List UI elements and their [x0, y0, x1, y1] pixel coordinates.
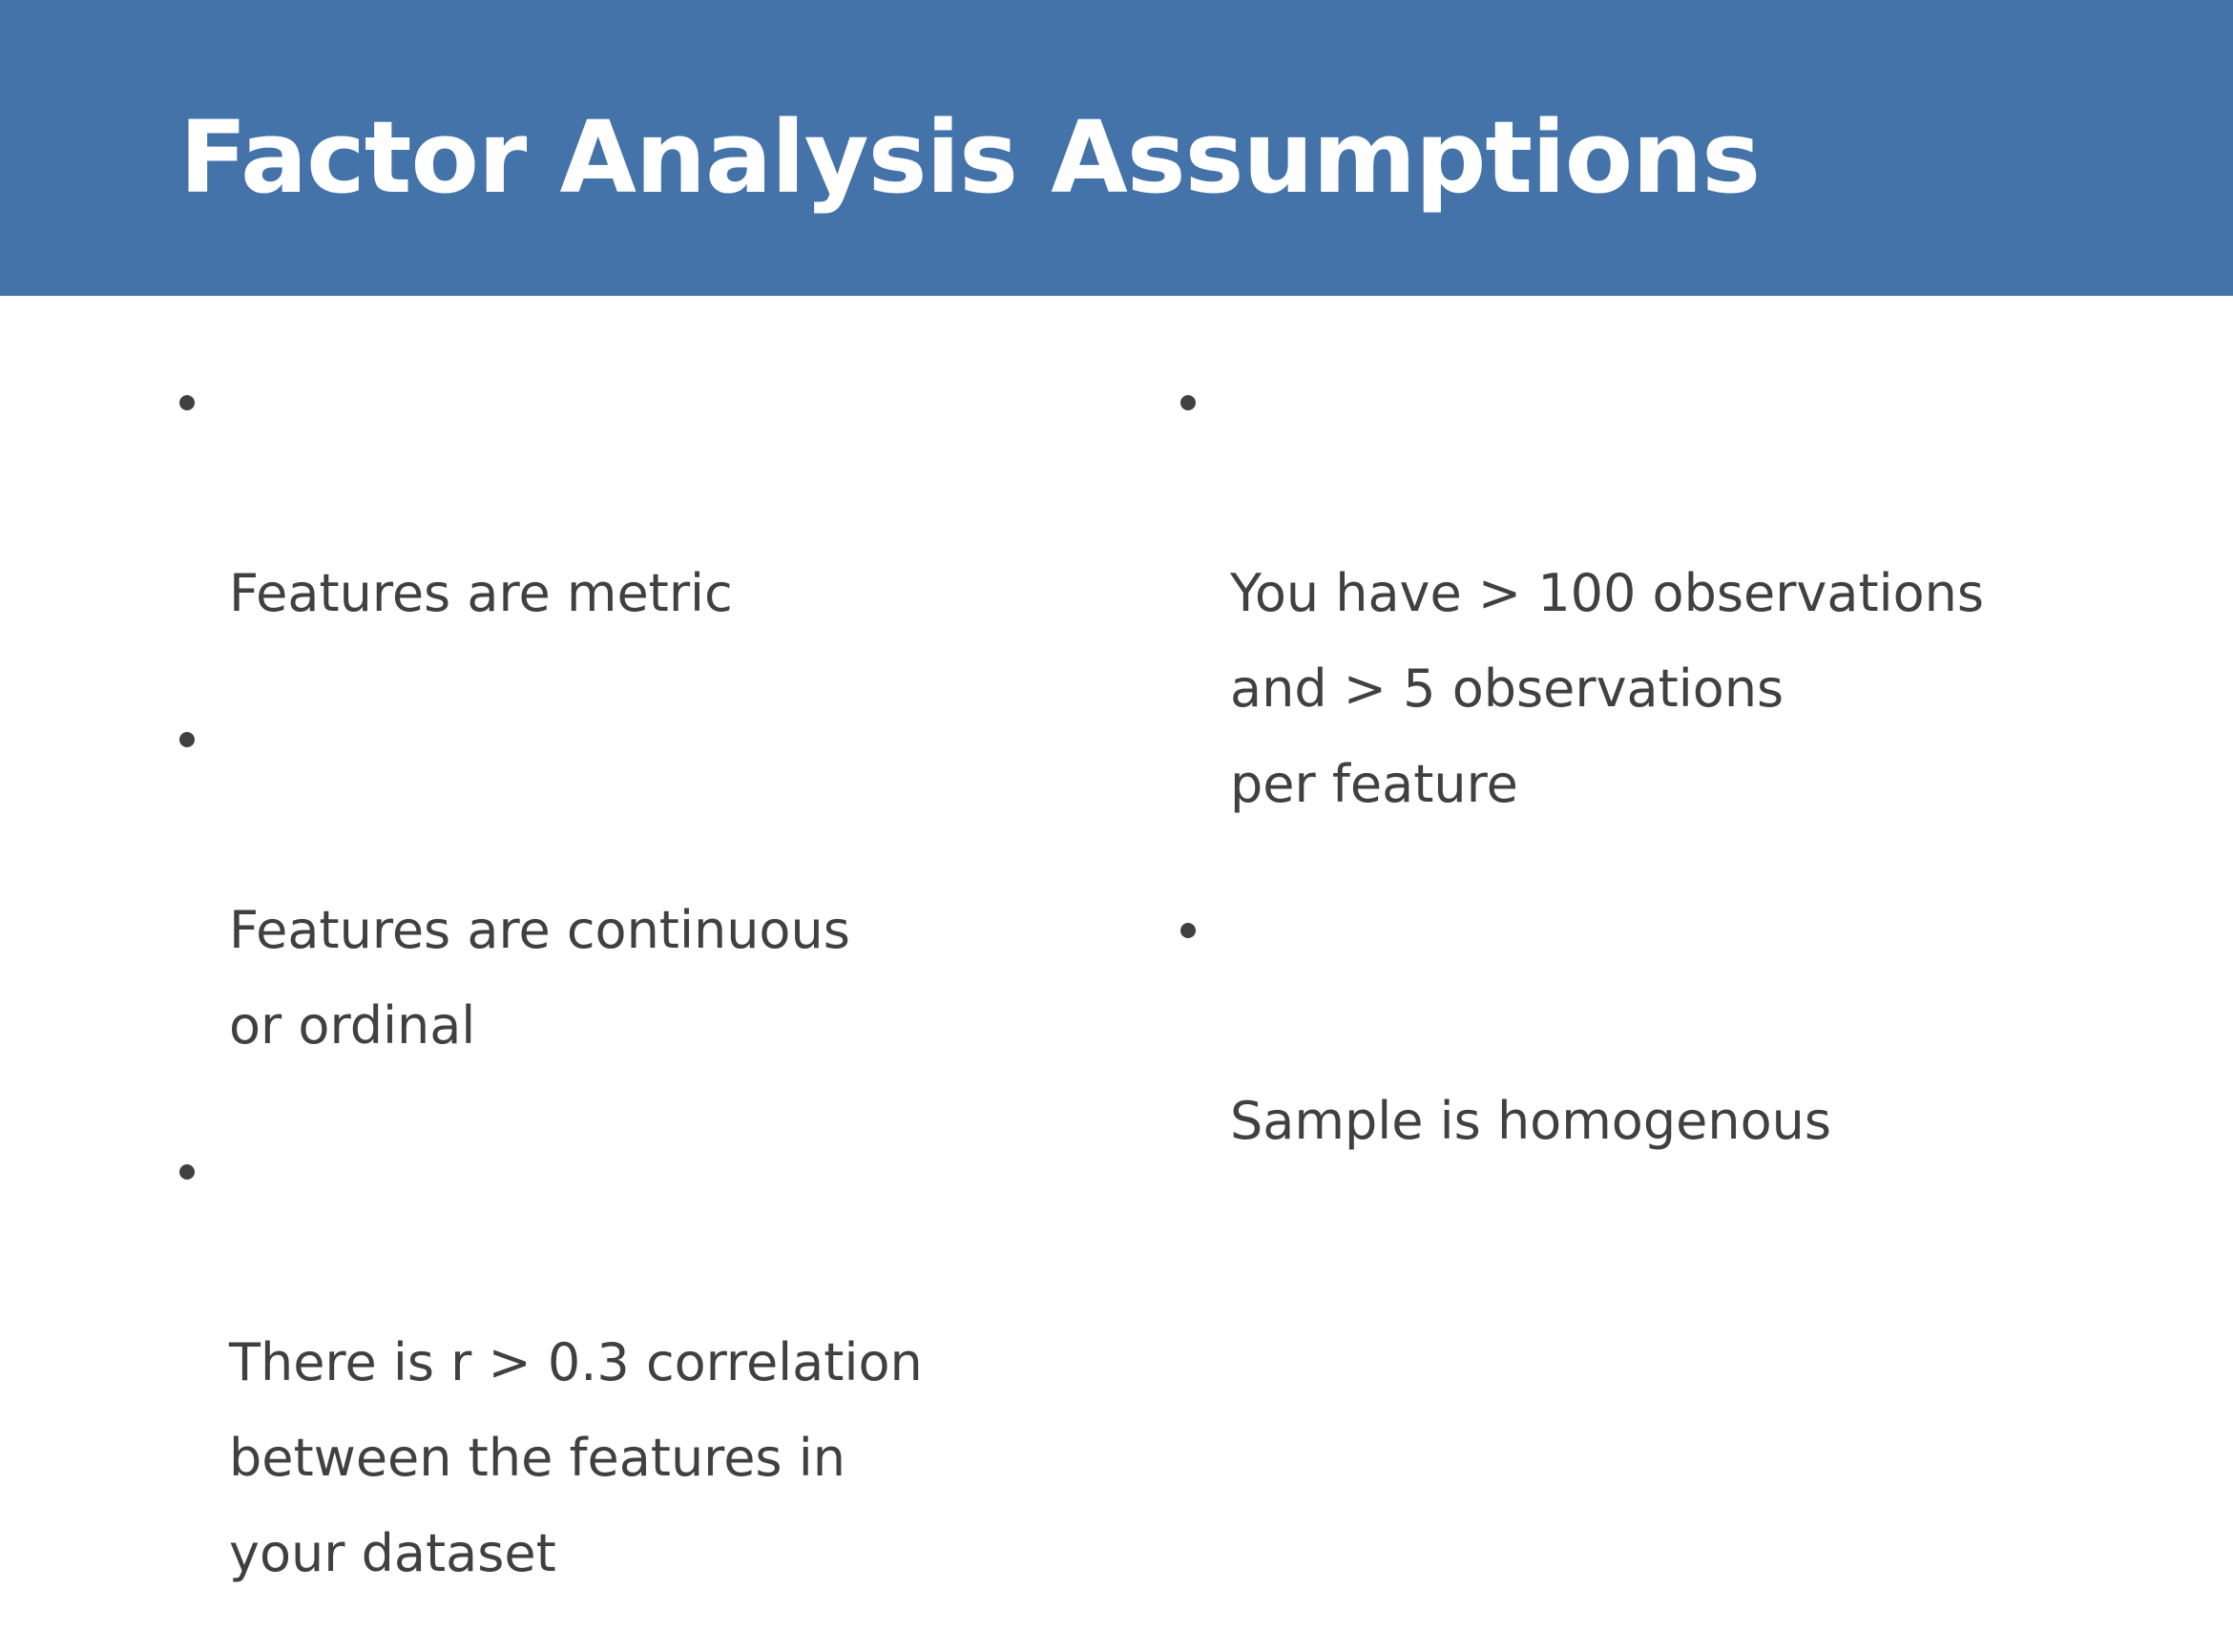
bullet-icon [179, 1164, 195, 1180]
list-item-text: Sample is homogenous [1230, 1091, 1831, 1151]
bullet-icon [1180, 395, 1196, 410]
bullet-icon [1180, 923, 1196, 938]
list-item-text: Features are continuous or ordinal [229, 900, 850, 1056]
list-item-text: There is r > 0.3 correlation between the… [229, 1332, 923, 1583]
bullet-icon [179, 395, 195, 410]
list-item: There is r > 0.3 correlation between the… [177, 1124, 1036, 1601]
assumptions-list-left: Features are metric Features are continu… [177, 355, 1036, 1652]
list-item: Features are metric [177, 355, 1036, 641]
bullet-icon [179, 732, 195, 747]
list-item-text: You have > 100 observations and > 5 obse… [1230, 563, 1985, 814]
list-item: You have > 100 observations and > 5 obse… [1179, 355, 2133, 832]
assumptions-list-right: You have > 100 observations and > 5 obse… [1179, 355, 2133, 1220]
list-item-text: Features are metric [229, 563, 733, 623]
list-item: Features are continuous or ordinal [177, 692, 1036, 1074]
list-item: Sample is homogenous [1179, 883, 2133, 1169]
title-banner: Factor Analysis Assumptions [0, 0, 2233, 296]
slide-title: Factor Analysis Assumptions [179, 99, 1761, 216]
